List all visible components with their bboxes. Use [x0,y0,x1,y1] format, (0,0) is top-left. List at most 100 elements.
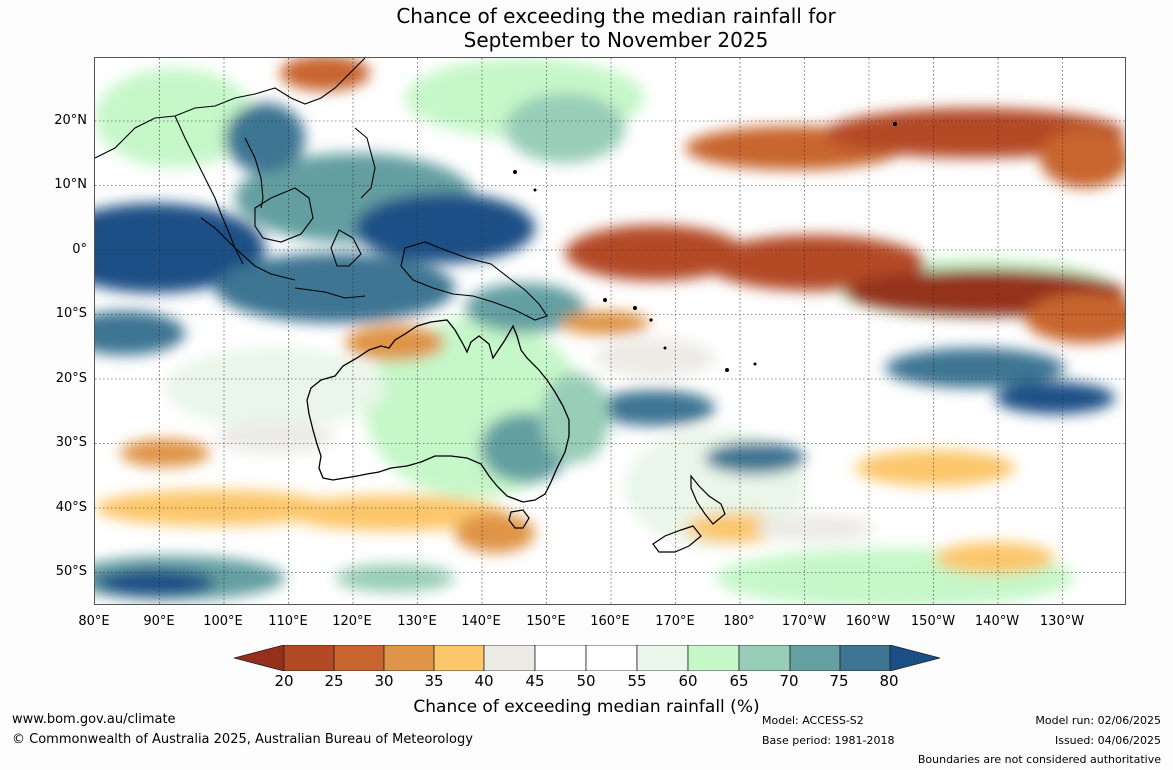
region-patch [465,283,585,333]
lat-label-50s: 50°S [55,564,87,579]
lon-label-110e: 110°E [268,614,308,629]
lon-label-130w: 130°W [1039,614,1085,629]
lon-label-170e: 170°E [655,614,695,629]
title-line-1: Chance of exceeding the median rainfall … [396,4,836,28]
colorbar-tick: 55 [627,672,647,690]
colorbar-bin [687,645,740,671]
lon-label-150w: 150°W [910,614,956,629]
lat-label-40s: 40°S [55,500,87,515]
region-patch [560,311,650,335]
region-patch [280,58,370,91]
colorbar-tick: 35 [424,672,444,690]
colorbar-bin [789,645,841,671]
region-patch [225,103,305,173]
lon-label-80e: 80°E [78,614,110,629]
issued-date: Issued: 04/06/2025 [1054,734,1161,747]
region-patch [995,382,1115,414]
colorbar [234,645,940,671]
anomaly-field [95,58,1125,604]
region-patch [595,390,715,426]
colorbar-label: Chance of exceeding median rainfall (%) [413,697,760,717]
colorbar-tick: 70 [779,672,799,690]
lon-label-150e: 150°E [526,614,566,629]
colorbar-bin [483,645,536,671]
colorbar-bin [585,645,638,671]
lon-label-140w: 140°W [974,614,1020,629]
region-patch [120,439,210,467]
asia-coastlines [95,58,548,321]
colorbar-bin [839,645,891,671]
lon-label-180: 180° [723,614,755,629]
colorbar-tick: 25 [324,672,344,690]
colorbar-bin [283,645,335,671]
lat-label-equator: 0° [72,242,87,257]
lat-label-20n: 20°N [54,113,87,128]
colorbar-tick: 60 [678,672,698,690]
colorbar-tick: 65 [729,672,749,690]
colorbar-bin [383,645,435,671]
lat-label-10n: 10°N [54,177,87,192]
colorbar-tick: 45 [525,672,545,690]
colorbar-bin [534,645,587,671]
region-patch [95,203,265,293]
region-patch [215,253,455,323]
base-period: Base period: 1981-2018 [762,734,895,747]
region-patch [705,235,925,291]
region-patch [935,542,1055,574]
lon-label-140e: 140°E [461,614,501,629]
region-patch [1040,128,1125,188]
region-patch [355,193,535,263]
region-patch [95,311,185,355]
lon-label-90e: 90°E [143,614,175,629]
colorbar-bin [636,645,689,671]
colorbar-high-arrow [889,645,940,671]
colorbar-tick: 50 [576,672,596,690]
region-patch [95,569,215,597]
region-patch [565,225,745,281]
colorbar-tick: 30 [374,672,394,690]
region-patch [335,564,455,592]
rainfall-map [94,57,1126,605]
lon-label-130e: 130°E [397,614,437,629]
colorbar-low-arrow [234,645,285,671]
map-svg [95,58,1125,604]
region-patch [705,442,805,474]
pacific-islands [513,122,897,372]
lon-label-100e: 100°E [203,614,243,629]
lat-label-10s: 10°S [55,306,87,321]
graticule [95,58,1125,604]
lon-label-160e: 160°E [590,614,630,629]
lat-label-20s: 20°S [55,371,87,386]
region-patch [285,495,505,531]
lon-label-160w: 160°W [845,614,891,629]
colorbar-tick: 75 [829,672,849,690]
region-patch [505,93,625,163]
region-patch [885,348,1065,388]
lon-label-120e: 120°E [332,614,372,629]
website-link[interactable]: www.bom.gov.au/climate [12,712,176,727]
lon-label-170w: 170°W [781,614,827,629]
new-zealand-coastline [652,474,726,553]
region-patch [595,338,715,378]
region-patch [165,348,385,428]
boundaries-disclaimer: Boundaries are not considered authoritat… [917,753,1161,766]
region-patch [215,422,335,454]
colorbar-bin [433,645,485,671]
colorbar-bin [738,645,791,671]
map-title: Chance of exceeding the median rainfall … [0,4,1173,52]
australia-coastline [306,319,570,529]
copyright-text: © Commonwealth of Australia 2025, Austra… [12,732,473,747]
region-patch [855,450,1015,486]
region-patch [755,514,875,542]
colorbar-bin [333,645,385,671]
region-patch [95,68,255,168]
colorbar-tick: 80 [879,672,899,690]
title-line-2: September to November 2025 [463,28,769,52]
colorbar-tick: 40 [474,672,494,690]
lat-label-30s: 30°S [55,435,87,450]
region-patch [1025,293,1125,343]
model-run-date: Model run: 02/06/2025 [1035,714,1161,727]
colorbar-tick: 20 [274,672,294,690]
model-name: Model: ACCESS-S2 [762,714,864,727]
region-patch [345,325,445,361]
